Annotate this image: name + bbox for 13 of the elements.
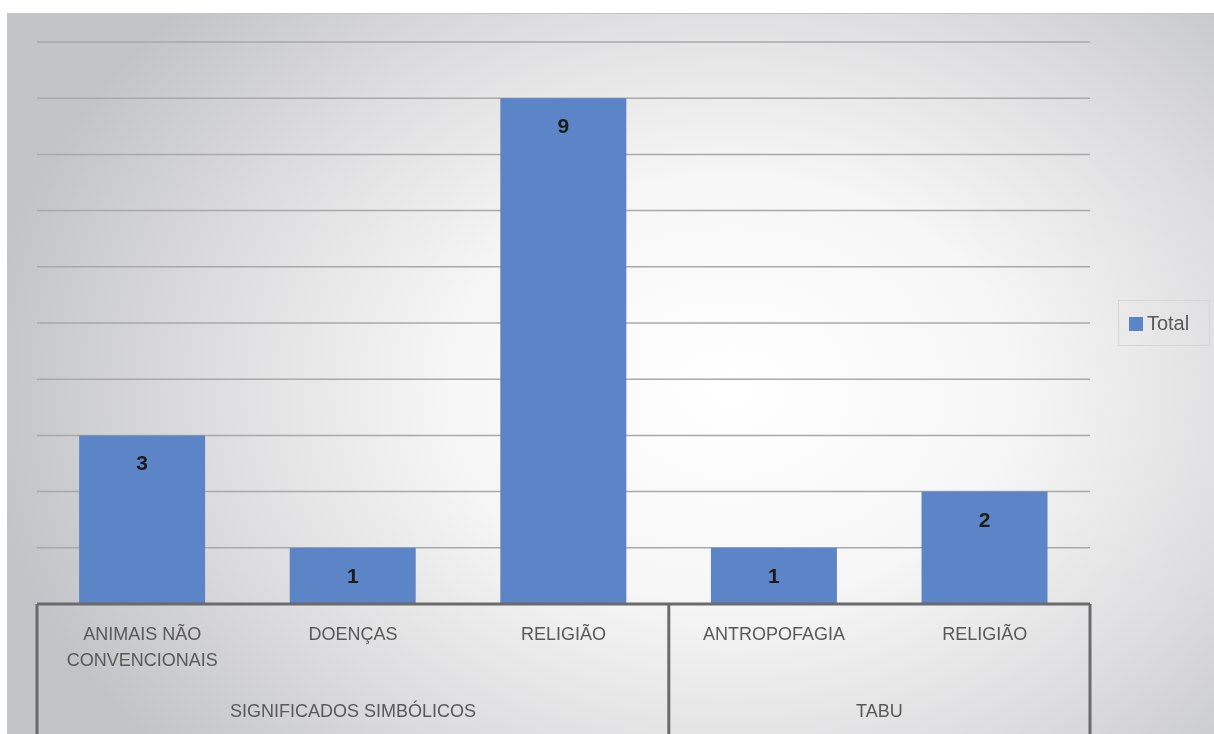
data-label: 1 [768,563,781,587]
text: SIGNIFICADOS SIMBÓLICOS [229,700,476,721]
x-tick-label: ANTROPOFAGIA [703,623,846,644]
data-label: 2 [978,507,991,531]
x-tick-label: RELIGIÃO [942,622,1028,644]
x-tick-label: ANIMAIS NÃO CONVENCIONAIS [66,622,218,670]
x-tick-label: RELIGIÃO [520,622,607,644]
data-label: 1 [346,563,359,587]
x-tick-label: DOENÇAS [308,623,398,644]
legend-label: Total [1146,311,1190,334]
text: TABU [856,701,903,721]
data-label: 9 [557,114,570,138]
data-label: 3 [136,451,148,475]
